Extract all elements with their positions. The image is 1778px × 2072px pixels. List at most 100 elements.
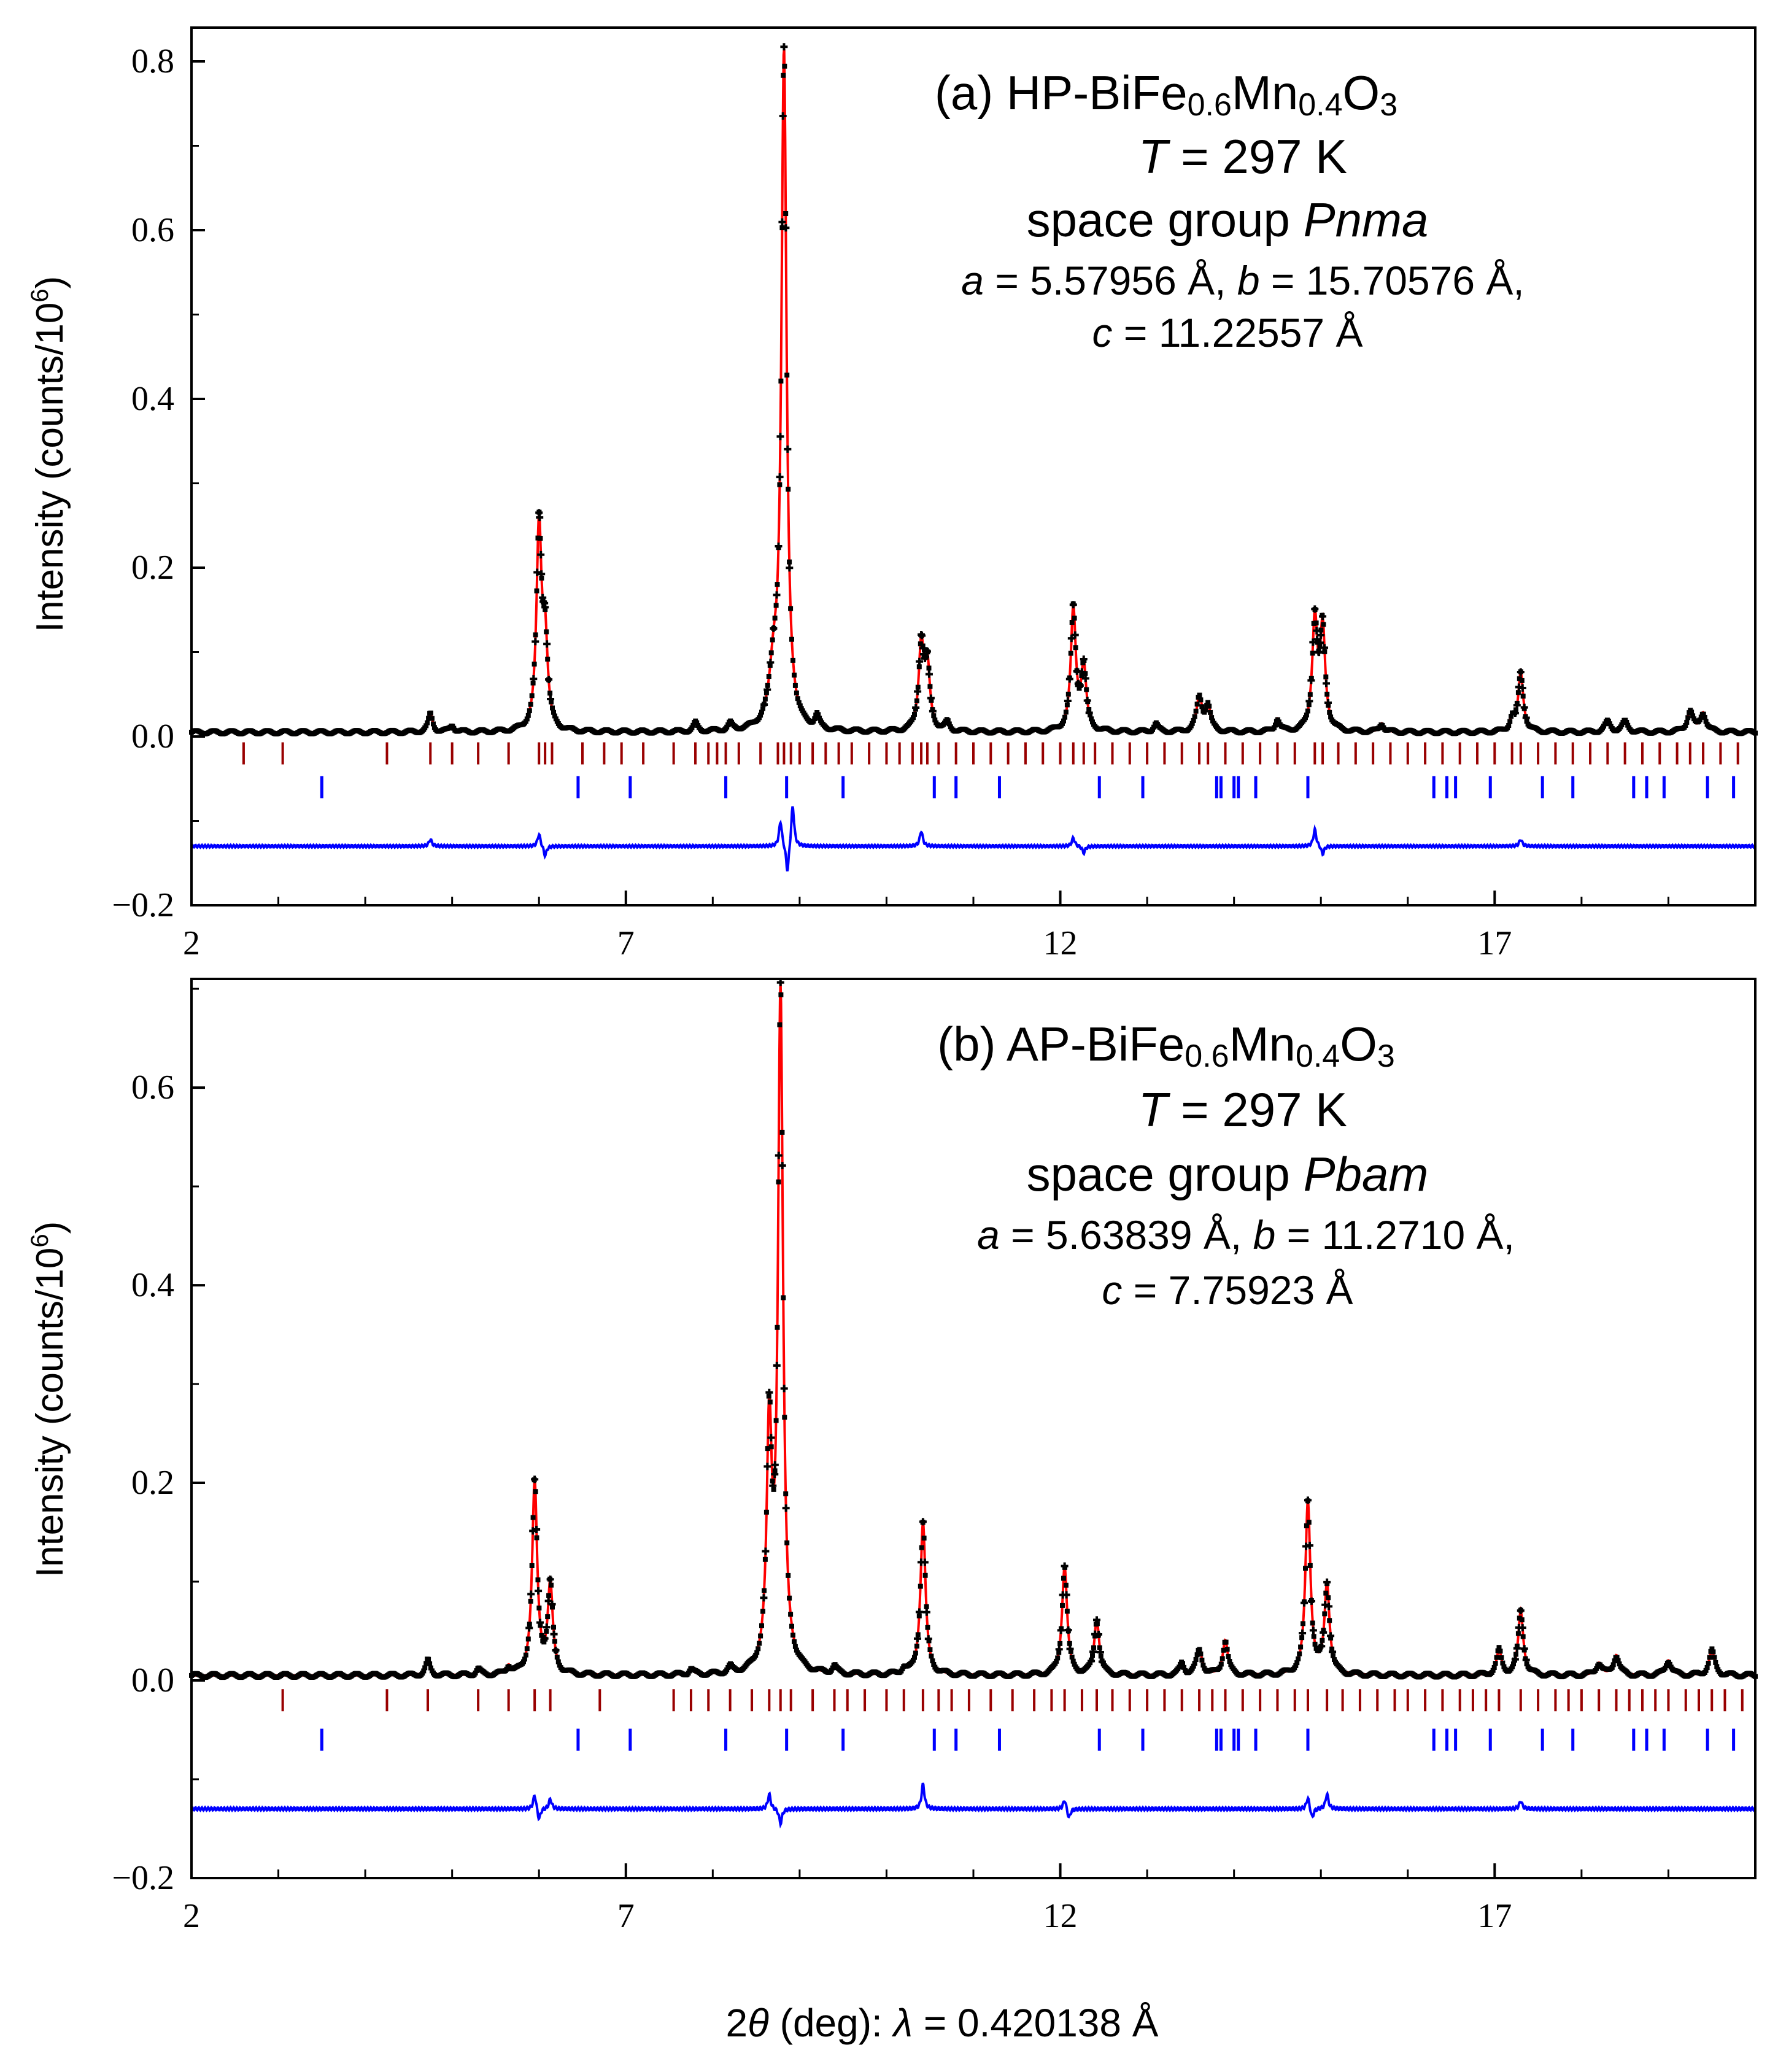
observed-point bbox=[1509, 714, 1514, 719]
observed-marker bbox=[1076, 682, 1084, 690]
observed-point bbox=[758, 713, 763, 718]
observed-point bbox=[423, 723, 429, 729]
observed-point bbox=[529, 1563, 535, 1568]
observed-point bbox=[786, 487, 791, 492]
observed-marker bbox=[1307, 676, 1315, 684]
observed-point bbox=[1496, 1645, 1502, 1650]
panel-b: −0.2 0.0 0.2 0.4 0.6 2 7 12 17 Intensity (counts… bbox=[26, 978, 1758, 1935]
observed-marker bbox=[1522, 1656, 1530, 1664]
y-tick-label: 0.2 bbox=[131, 549, 174, 587]
observed-point bbox=[788, 1612, 794, 1617]
observed-point bbox=[421, 1668, 427, 1674]
observed-point bbox=[787, 559, 792, 565]
observed-point bbox=[925, 1625, 930, 1630]
observed-point bbox=[1506, 723, 1512, 728]
observed-marker bbox=[1309, 638, 1317, 646]
observed-marker bbox=[786, 564, 794, 572]
observed-point bbox=[1698, 714, 1704, 720]
observed-point bbox=[1520, 1634, 1526, 1639]
observed-point bbox=[795, 696, 800, 702]
panel-a-calculated-profile bbox=[191, 49, 1755, 733]
observed-marker bbox=[1324, 699, 1332, 707]
observed-marker bbox=[1311, 605, 1319, 613]
observed-point bbox=[777, 482, 783, 487]
observed-point bbox=[1199, 704, 1205, 709]
x-axis-label: 2θ (deg): λ = 0.420138 Å bbox=[726, 2001, 1159, 2045]
observed-point bbox=[544, 1628, 549, 1634]
x-tick-label: 2 bbox=[183, 924, 200, 962]
observed-point bbox=[1519, 1617, 1525, 1623]
observed-point bbox=[911, 1658, 916, 1663]
observed-marker bbox=[541, 1634, 549, 1642]
observed-point bbox=[1304, 713, 1309, 717]
observed-point bbox=[1500, 1660, 1506, 1666]
observed-marker bbox=[1305, 697, 1313, 705]
observed-point bbox=[945, 718, 951, 724]
observed-point bbox=[797, 703, 803, 709]
observed-point bbox=[1683, 723, 1688, 728]
observed-marker bbox=[778, 1162, 786, 1170]
observed-point bbox=[1493, 1661, 1498, 1666]
observed-point bbox=[946, 721, 952, 727]
observed-point bbox=[926, 665, 932, 671]
observed-marker bbox=[924, 1635, 932, 1643]
observed-point bbox=[768, 1444, 774, 1450]
observed-marker bbox=[1055, 1645, 1063, 1653]
y-tick-label: 0.2 bbox=[131, 1464, 174, 1502]
observed-marker bbox=[535, 1587, 543, 1595]
observed-point bbox=[1609, 1664, 1615, 1670]
observed-marker bbox=[760, 700, 768, 708]
observed-marker bbox=[1323, 679, 1330, 687]
panel-a-difference-curve bbox=[190, 806, 1757, 872]
observed-point bbox=[1498, 1649, 1503, 1654]
observed-point bbox=[1208, 709, 1213, 715]
y-tick-label: 0.4 bbox=[131, 380, 174, 418]
observed-point bbox=[533, 1489, 538, 1494]
observed-marker bbox=[1305, 1542, 1313, 1550]
observed-point bbox=[553, 716, 559, 722]
observed-marker bbox=[1325, 1602, 1333, 1610]
observed-marker bbox=[1329, 1648, 1337, 1656]
observed-point bbox=[779, 1129, 785, 1135]
observed-point bbox=[554, 1655, 560, 1660]
observed-point bbox=[787, 1595, 792, 1601]
panel-a-lattice-ab: a = 5.57956 Å, b = 15.70576 Å, bbox=[961, 258, 1524, 303]
observed-marker bbox=[784, 445, 792, 453]
observed-point bbox=[1519, 678, 1525, 683]
observed-marker bbox=[546, 1575, 554, 1583]
observed-point bbox=[921, 1536, 927, 1541]
observed-point bbox=[1306, 1520, 1312, 1525]
observed-marker bbox=[1518, 684, 1526, 692]
observed-marker bbox=[914, 687, 922, 695]
observed-point bbox=[756, 1646, 761, 1652]
observed-marker bbox=[1320, 1628, 1328, 1636]
observed-point bbox=[1080, 660, 1086, 666]
observed-point bbox=[1293, 1663, 1299, 1668]
observed-marker bbox=[762, 1547, 770, 1555]
observed-marker bbox=[1511, 709, 1519, 717]
observed-point bbox=[1276, 719, 1281, 725]
observed-point bbox=[789, 1623, 794, 1629]
observed-point bbox=[1203, 707, 1208, 713]
observed-point bbox=[422, 1665, 428, 1671]
observed-point bbox=[1304, 1523, 1309, 1529]
observed-point bbox=[759, 709, 764, 715]
panel-b-observed-points bbox=[189, 978, 1758, 1680]
panel-a-observed-points bbox=[189, 43, 1758, 736]
observed-point bbox=[914, 1644, 919, 1649]
observed-point bbox=[1701, 711, 1706, 717]
observed-marker bbox=[773, 1361, 781, 1369]
observed-point bbox=[1303, 715, 1308, 721]
observed-point bbox=[1223, 1639, 1229, 1645]
observed-point bbox=[428, 710, 433, 716]
observed-point bbox=[1594, 1666, 1599, 1671]
observed-point bbox=[1664, 1663, 1669, 1669]
observed-point bbox=[525, 1636, 531, 1642]
observed-point bbox=[1224, 1647, 1230, 1652]
observed-point bbox=[1065, 692, 1071, 697]
panel-b-difference-curve bbox=[190, 1782, 1757, 1829]
observed-point bbox=[1191, 1663, 1196, 1669]
observed-point bbox=[1301, 1621, 1305, 1626]
observed-point bbox=[794, 690, 799, 696]
